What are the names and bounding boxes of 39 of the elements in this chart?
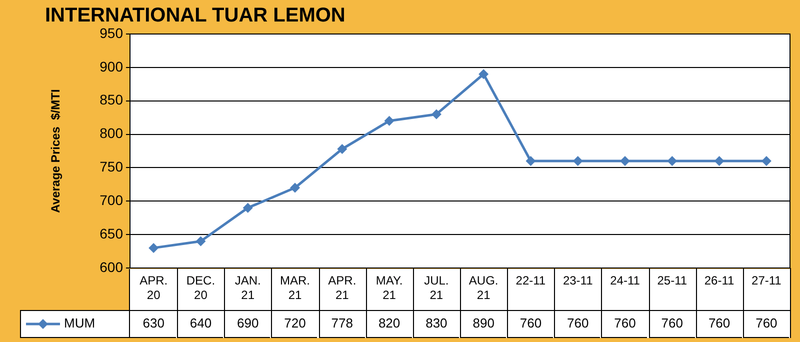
y-tick-label: 850 (100, 92, 124, 108)
x-tick-label: MAR. 21 (280, 274, 310, 302)
x-tick-label: 24-11 (610, 274, 640, 288)
x-tick-label: 23-11 (562, 274, 594, 288)
data-label: 630 (142, 316, 164, 331)
y-tick-label: 750 (100, 158, 124, 175)
data-label: 760 (661, 316, 683, 331)
x-tick-label: MAY. 21 (376, 274, 403, 302)
y-tick-label: 800 (100, 125, 124, 142)
legend-label: MUM (64, 316, 96, 331)
y-tick-label: 950 (100, 24, 124, 41)
x-tick-label: JUL. 21 (424, 274, 449, 302)
x-tick-label: APR. 20 (140, 274, 168, 302)
y-tick-label: 700 (100, 192, 124, 208)
data-label: 760 (520, 316, 542, 331)
data-label: 760 (756, 316, 778, 331)
data-label: 760 (708, 316, 730, 331)
data-label: 820 (378, 316, 400, 331)
y-tick-label: 600 (100, 258, 124, 275)
data-label: 640 (190, 316, 212, 331)
x-tick-label: 27-11 (752, 274, 782, 288)
data-label: 760 (614, 316, 636, 331)
x-tick-label: 25-11 (657, 274, 688, 288)
chart-title: INTERNATIONAL TUAR LEMON (45, 4, 346, 27)
data-label: 720 (284, 316, 306, 331)
x-tick-label: JAN. 21 (234, 274, 261, 302)
x-tick-label: 22-11 (516, 274, 546, 288)
data-label: 890 (472, 316, 494, 331)
data-label: 778 (331, 316, 353, 331)
y-tick-label: 900 (100, 58, 124, 74)
data-label: 760 (567, 316, 589, 331)
data-label: 690 (237, 316, 259, 331)
x-tick-label: AUG. 21 (468, 274, 498, 302)
y-tick-label: 650 (100, 225, 124, 242)
data-label: 830 (426, 316, 448, 331)
x-tick-label: DEC. 20 (186, 274, 216, 302)
x-tick-label: APR. 21 (328, 274, 356, 302)
y-axis-title: Average Prices $/MTI (48, 89, 63, 213)
x-tick-label: 26-11 (704, 274, 735, 288)
